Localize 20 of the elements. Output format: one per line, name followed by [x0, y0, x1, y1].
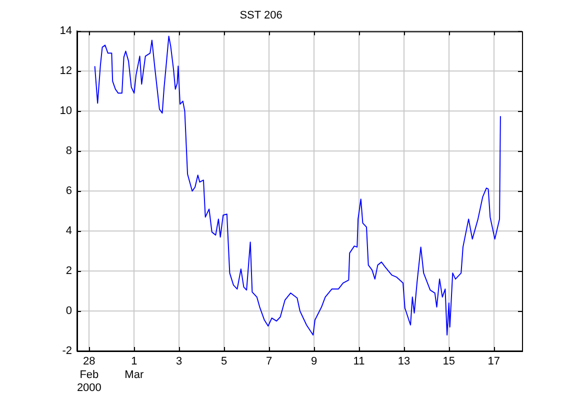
- x-tick-label: 15: [442, 356, 456, 368]
- y-tick-label: 14: [60, 25, 72, 38]
- x-tick-label: 17: [488, 356, 500, 368]
- chart-title: SST 206: [240, 10, 282, 22]
- y-tick-label: 12: [60, 65, 72, 78]
- x-tick-label: 5: [221, 356, 228, 368]
- y-tick-label: 10: [60, 105, 72, 118]
- y-tick-label: 0: [66, 305, 72, 318]
- x-tick-label: 9: [310, 356, 318, 368]
- y-tick-label: 2: [66, 265, 72, 278]
- x-tick-label: 28 Feb 2000: [76, 356, 102, 394]
- x-tick-label: 1 Mar: [124, 356, 144, 381]
- x-tick-label: 11: [353, 356, 365, 368]
- x-tick-label: 3: [176, 356, 182, 368]
- y-tick-label: 6: [66, 185, 72, 198]
- y-tick-label: 4: [66, 225, 72, 238]
- y-tick-label: 8: [66, 145, 72, 158]
- y-tick-label: -2: [62, 345, 72, 358]
- x-tick-label: 13: [398, 356, 410, 368]
- x-tick-label: 7: [266, 356, 272, 368]
